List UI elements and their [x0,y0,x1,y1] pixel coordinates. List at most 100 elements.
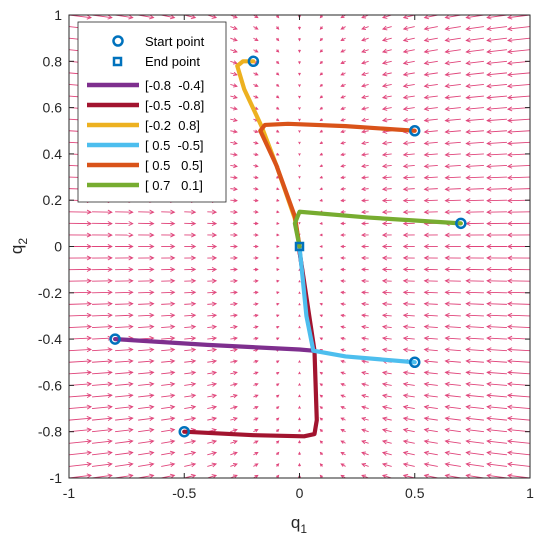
start-point-0 [109,333,121,345]
field-arrow [340,152,346,157]
series-line-5 [292,209,463,249]
field-arrow [465,163,484,169]
field-arrow [276,417,280,421]
field-arrow [253,26,259,30]
field-arrow [361,232,369,238]
field-arrow [402,462,415,468]
field-arrow [69,278,92,284]
field-arrow [340,244,346,249]
field-arrow [361,463,369,468]
field-arrow [381,25,392,31]
field-arrow [465,347,484,353]
field-arrow [253,256,259,260]
field-arrow [444,49,461,54]
field-arrow [253,336,259,341]
field-arrow [319,463,323,467]
field-arrow [319,279,323,283]
field-arrow [423,289,438,295]
field-arrow [115,244,134,249]
field-arrow [402,267,415,272]
field-arrow [138,289,155,295]
field-arrow [253,313,259,318]
field-arrow [465,312,484,318]
field-arrow [230,324,238,330]
field-arrow [340,95,346,99]
field-arrow [253,129,259,134]
field-arrow [465,37,484,43]
field-arrow [115,393,134,399]
field-arrow [402,60,415,66]
field-arrow [298,451,301,455]
field-arrow [319,83,323,87]
field-arrow [69,301,92,307]
field-arrow [465,140,484,146]
field-arrow [298,26,301,31]
field-arrow [298,302,301,306]
field-arrow [381,462,392,468]
field-arrow [319,440,323,444]
field-arrow [319,245,323,248]
field-arrow [381,221,392,226]
field-arrow [402,25,415,31]
field-arrow [69,404,92,410]
field-arrow [423,404,438,410]
field-arrow [207,347,218,353]
field-arrow [340,302,346,306]
field-arrow [298,61,301,65]
field-arrow [69,393,92,398]
field-arrow [381,439,392,445]
field-arrow [444,358,461,364]
field-arrow [486,221,507,227]
field-arrow [444,83,461,89]
field-arrow [69,370,92,376]
field-arrow [465,462,484,467]
field-arrow [486,232,507,238]
field-arrow [276,325,280,329]
field-arrow [486,278,507,284]
legend-entry-1: [-0.5 -0.8] [87,98,204,113]
field-arrow [340,83,346,87]
field-arrow [161,335,176,341]
field-arrow [381,94,392,100]
field-arrow [444,71,461,77]
field-arrow [423,267,438,272]
field-arrow [319,164,323,168]
field-arrow [207,462,218,468]
field-arrow [423,83,438,89]
field-arrow [230,359,238,364]
field-arrow [340,279,346,283]
field-arrow [361,324,369,330]
field-arrow [298,141,301,145]
field-arrow [184,450,197,456]
field-arrow [402,48,415,54]
field-arrow [207,370,218,376]
field-arrow [465,83,484,89]
legend-entry-2: [-0.2 0.8] [87,118,200,133]
field-arrow [402,37,415,43]
legend-entry-3: [ 0.5 -0.5] [87,138,204,153]
field-arrow [253,279,259,283]
field-arrow [253,37,259,41]
field-arrow [340,348,346,352]
field-arrow [381,163,392,169]
field-arrow [507,266,530,272]
legend-label: [-0.8 -0.4] [145,78,204,93]
field-arrow [92,266,113,272]
field-arrow [184,312,197,318]
field-arrow [507,301,530,307]
field-arrow [444,404,461,410]
field-arrow [69,209,92,215]
field-arrow [298,462,301,467]
field-arrow [230,186,238,192]
series-line-4 [258,121,417,249]
legend-start-label: Start point [145,34,205,49]
field-arrow [207,290,218,295]
field-arrow [207,451,218,456]
field-arrow [381,37,392,42]
field-arrow [161,324,176,330]
field-arrow [276,187,280,191]
field-arrow [361,244,369,249]
field-arrow [444,94,461,100]
field-arrow [486,209,507,215]
field-arrow [340,210,346,214]
